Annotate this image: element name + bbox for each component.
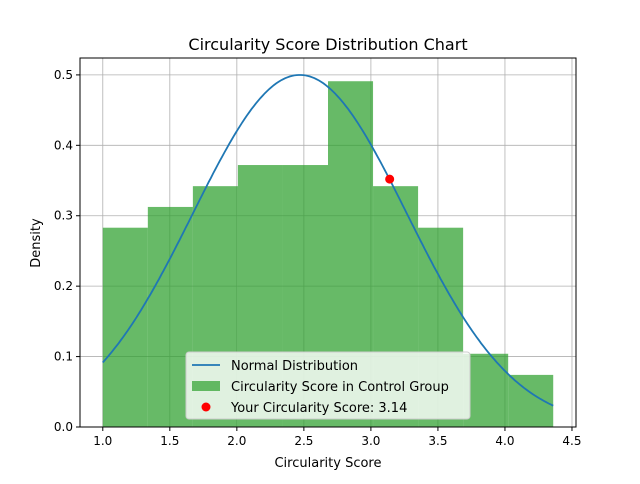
legend: Normal Distribution Circularity Score in…: [185, 351, 471, 420]
x-tick-label: 4.0: [495, 434, 514, 448]
y-tick-label: 0.0: [54, 420, 73, 434]
axes-frame: [79, 57, 577, 428]
legend-label-normal: Normal Distribution: [231, 359, 358, 374]
y-tick-label: 0.2: [54, 279, 73, 293]
histogram-bar: [147, 206, 193, 427]
y-tick-label: 0.4: [54, 138, 73, 152]
x-tick-label: 4.5: [562, 434, 581, 448]
x-tick-label: 2.0: [227, 434, 246, 448]
y-tick-label: 0.5: [54, 68, 73, 82]
histogram-bar: [102, 227, 148, 427]
x-axis-label: Circularity Score: [274, 456, 381, 471]
x-tick-label: 2.5: [294, 434, 313, 448]
histogram-bar: [508, 374, 554, 427]
legend-label-point: Your Circularity Score: 3.14: [230, 401, 407, 416]
y-axis-label: Density: [29, 218, 44, 268]
chart-title: Circularity Score Distribution Chart: [188, 35, 467, 54]
legend-box: [185, 351, 471, 420]
your-score-point: [385, 174, 395, 184]
legend-bar-swatch: [192, 381, 220, 391]
x-tick-label: 1.0: [93, 434, 112, 448]
x-tick-label: 3.5: [428, 434, 447, 448]
y-tick-label: 0.3: [54, 209, 73, 223]
legend-point-swatch: [201, 402, 211, 412]
x-tick-label: 1.5: [160, 434, 179, 448]
ticks: 1.0 1.5 2.0 2.5 3.0 3.5 4.0 4.5 0.0 0.1 0.2 0.3 0.4 0…: [54, 68, 582, 448]
normal-distribution-line: [102, 74, 554, 407]
legend-label-histogram: Circularity Score in Control Group: [231, 380, 449, 395]
y-tick-label: 0.1: [54, 350, 73, 364]
x-tick-label: 3.0: [361, 434, 380, 448]
